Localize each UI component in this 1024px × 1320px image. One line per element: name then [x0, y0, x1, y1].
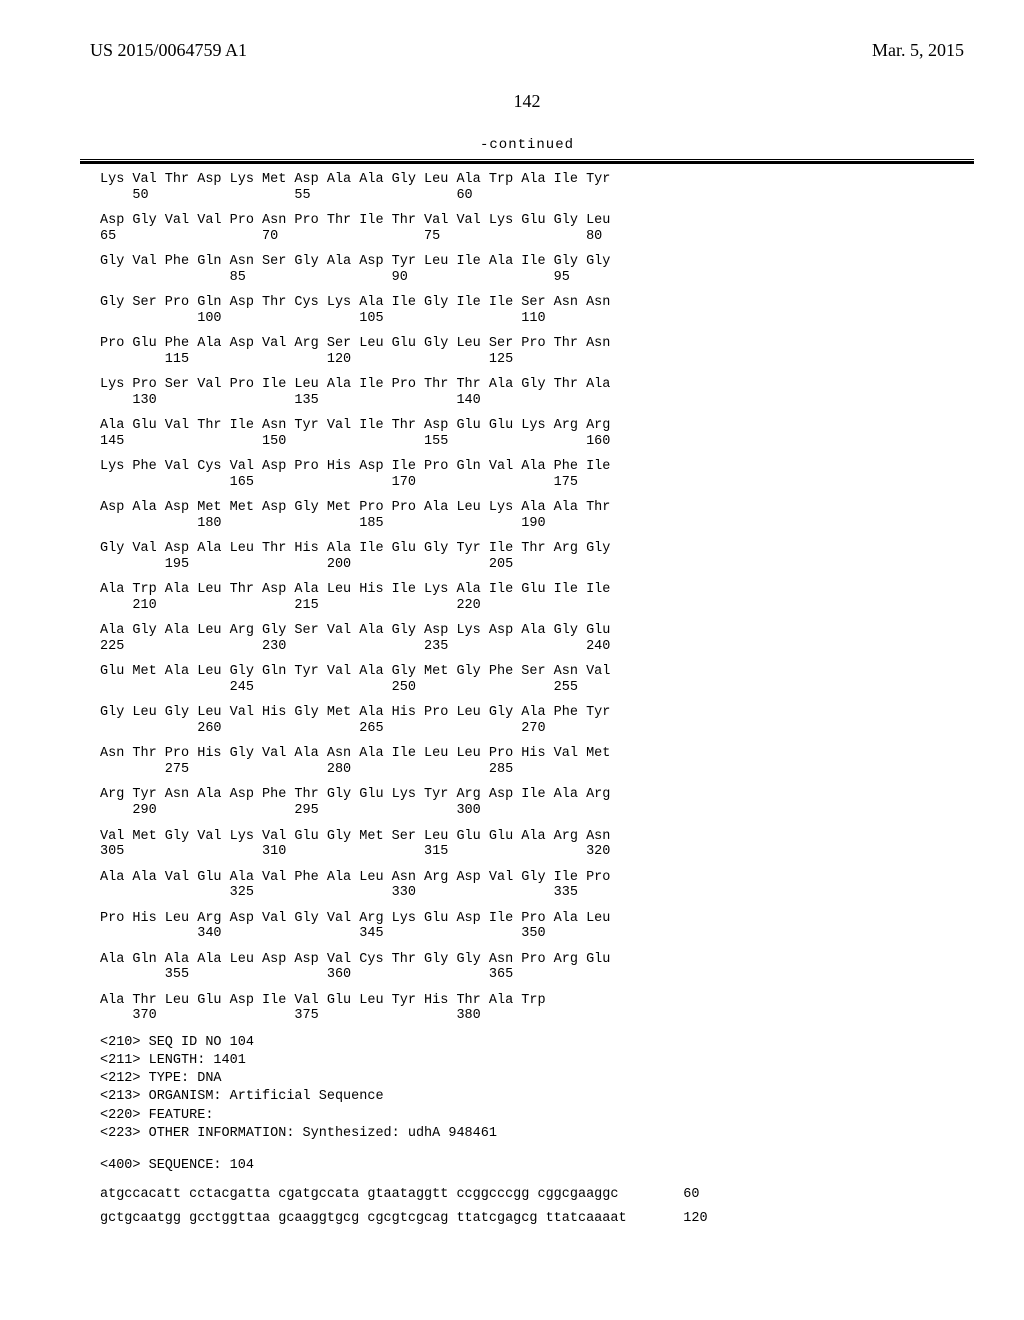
- position-row: 225 230 235 240: [100, 639, 974, 655]
- continued-label: -continued: [80, 137, 974, 153]
- position-row: 245 250 255: [100, 680, 974, 696]
- meta-line: <223> OTHER INFORMATION: Synthesized: ud…: [100, 1125, 974, 1143]
- aa-row: Gly Leu Gly Leu Val His Gly Met Ala His …: [100, 705, 974, 721]
- page-header: US 2015/0064759 A1 Mar. 5, 2015: [80, 40, 974, 61]
- publication-number: US 2015/0064759 A1: [90, 40, 247, 61]
- position-row: 370 375 380: [100, 1008, 974, 1024]
- aa-row: Glu Met Ala Leu Gly Gln Tyr Val Ala Gly …: [100, 664, 974, 680]
- aa-row: Asp Ala Asp Met Met Asp Gly Met Pro Pro …: [100, 500, 974, 516]
- aa-row: Gly Val Asp Ala Leu Thr His Ala Ile Glu …: [100, 541, 974, 557]
- page-number: 142: [80, 91, 974, 112]
- aa-row: Ala Gly Ala Leu Arg Gly Ser Val Ala Gly …: [100, 623, 974, 639]
- aa-row: Asn Thr Pro His Gly Val Ala Asn Ala Ile …: [100, 746, 974, 762]
- aa-row: Gly Val Phe Gln Asn Ser Gly Ala Asp Tyr …: [100, 254, 974, 270]
- position-row: 305 310 315 320: [100, 844, 974, 860]
- aa-row: Gly Ser Pro Gln Asp Thr Cys Lys Ala Ile …: [100, 295, 974, 311]
- aa-row: Lys Val Thr Asp Lys Met Asp Ala Ala Gly …: [100, 172, 974, 188]
- position-row: 290 295 300: [100, 803, 974, 819]
- position-row: 180 185 190: [100, 516, 974, 532]
- position-row: 165 170 175: [100, 475, 974, 491]
- sequence-400-header: <400> SEQUENCE: 104: [100, 1157, 974, 1175]
- aa-row: Ala Thr Leu Glu Asp Ile Val Glu Leu Tyr …: [100, 993, 974, 1009]
- meta-line: <211> LENGTH: 1401: [100, 1052, 974, 1070]
- aa-row: Ala Ala Val Glu Ala Val Phe Ala Leu Asn …: [100, 870, 974, 886]
- position-row: 210 215 220: [100, 598, 974, 614]
- rule-bold: [80, 161, 974, 164]
- aa-row: Lys Pro Ser Val Pro Ile Leu Ala Ile Pro …: [100, 377, 974, 393]
- position-row: 275 280 285: [100, 762, 974, 778]
- aa-row: Lys Phe Val Cys Val Asp Pro His Asp Ile …: [100, 459, 974, 475]
- position-row: 115 120 125: [100, 352, 974, 368]
- position-row: 145 150 155 160: [100, 434, 974, 450]
- sequence-metadata: <210> SEQ ID NO 104<211> LENGTH: 1401<21…: [100, 1034, 974, 1143]
- position-row: 85 90 95: [100, 270, 974, 286]
- meta-line: <213> ORGANISM: Artificial Sequence: [100, 1088, 974, 1106]
- aa-row: Ala Glu Val Thr Ile Asn Tyr Val Ile Thr …: [100, 418, 974, 434]
- aa-row: Arg Tyr Asn Ala Asp Phe Thr Gly Glu Lys …: [100, 787, 974, 803]
- publication-date: Mar. 5, 2015: [872, 40, 964, 61]
- dna-row: atgccacatt cctacgatta cgatgccata gtaatag…: [100, 1183, 974, 1207]
- position-row: 65 70 75 80: [100, 229, 974, 245]
- protein-sequence-block: Lys Val Thr Asp Lys Met Asp Ala Ala Gly …: [100, 172, 974, 1024]
- aa-row: Pro His Leu Arg Asp Val Gly Val Arg Lys …: [100, 911, 974, 927]
- aa-row: Pro Glu Phe Ala Asp Val Arg Ser Leu Glu …: [100, 336, 974, 352]
- page-container: US 2015/0064759 A1 Mar. 5, 2015 142 -con…: [0, 0, 1024, 1292]
- aa-row: Val Met Gly Val Lys Val Glu Gly Met Ser …: [100, 829, 974, 845]
- position-row: 100 105 110: [100, 311, 974, 327]
- aa-row: Ala Gln Ala Ala Leu Asp Asp Val Cys Thr …: [100, 952, 974, 968]
- position-row: 130 135 140: [100, 393, 974, 409]
- position-row: 340 345 350: [100, 926, 974, 942]
- aa-row: Ala Trp Ala Leu Thr Asp Ala Leu His Ile …: [100, 582, 974, 598]
- position-row: 260 265 270: [100, 721, 974, 737]
- rule-thin: [80, 159, 974, 160]
- position-row: 325 330 335: [100, 885, 974, 901]
- meta-line: <210> SEQ ID NO 104: [100, 1034, 974, 1052]
- meta-line: <212> TYPE: DNA: [100, 1070, 974, 1088]
- position-row: 50 55 60: [100, 188, 974, 204]
- aa-row: Asp Gly Val Val Pro Asn Pro Thr Ile Thr …: [100, 213, 974, 229]
- meta-line: <220> FEATURE:: [100, 1107, 974, 1125]
- dna-sequence-block: atgccacatt cctacgatta cgatgccata gtaatag…: [100, 1183, 974, 1232]
- position-row: 355 360 365: [100, 967, 974, 983]
- dna-row: gctgcaatgg gcctggttaa gcaaggtgcg cgcgtcg…: [100, 1207, 974, 1231]
- position-row: 195 200 205: [100, 557, 974, 573]
